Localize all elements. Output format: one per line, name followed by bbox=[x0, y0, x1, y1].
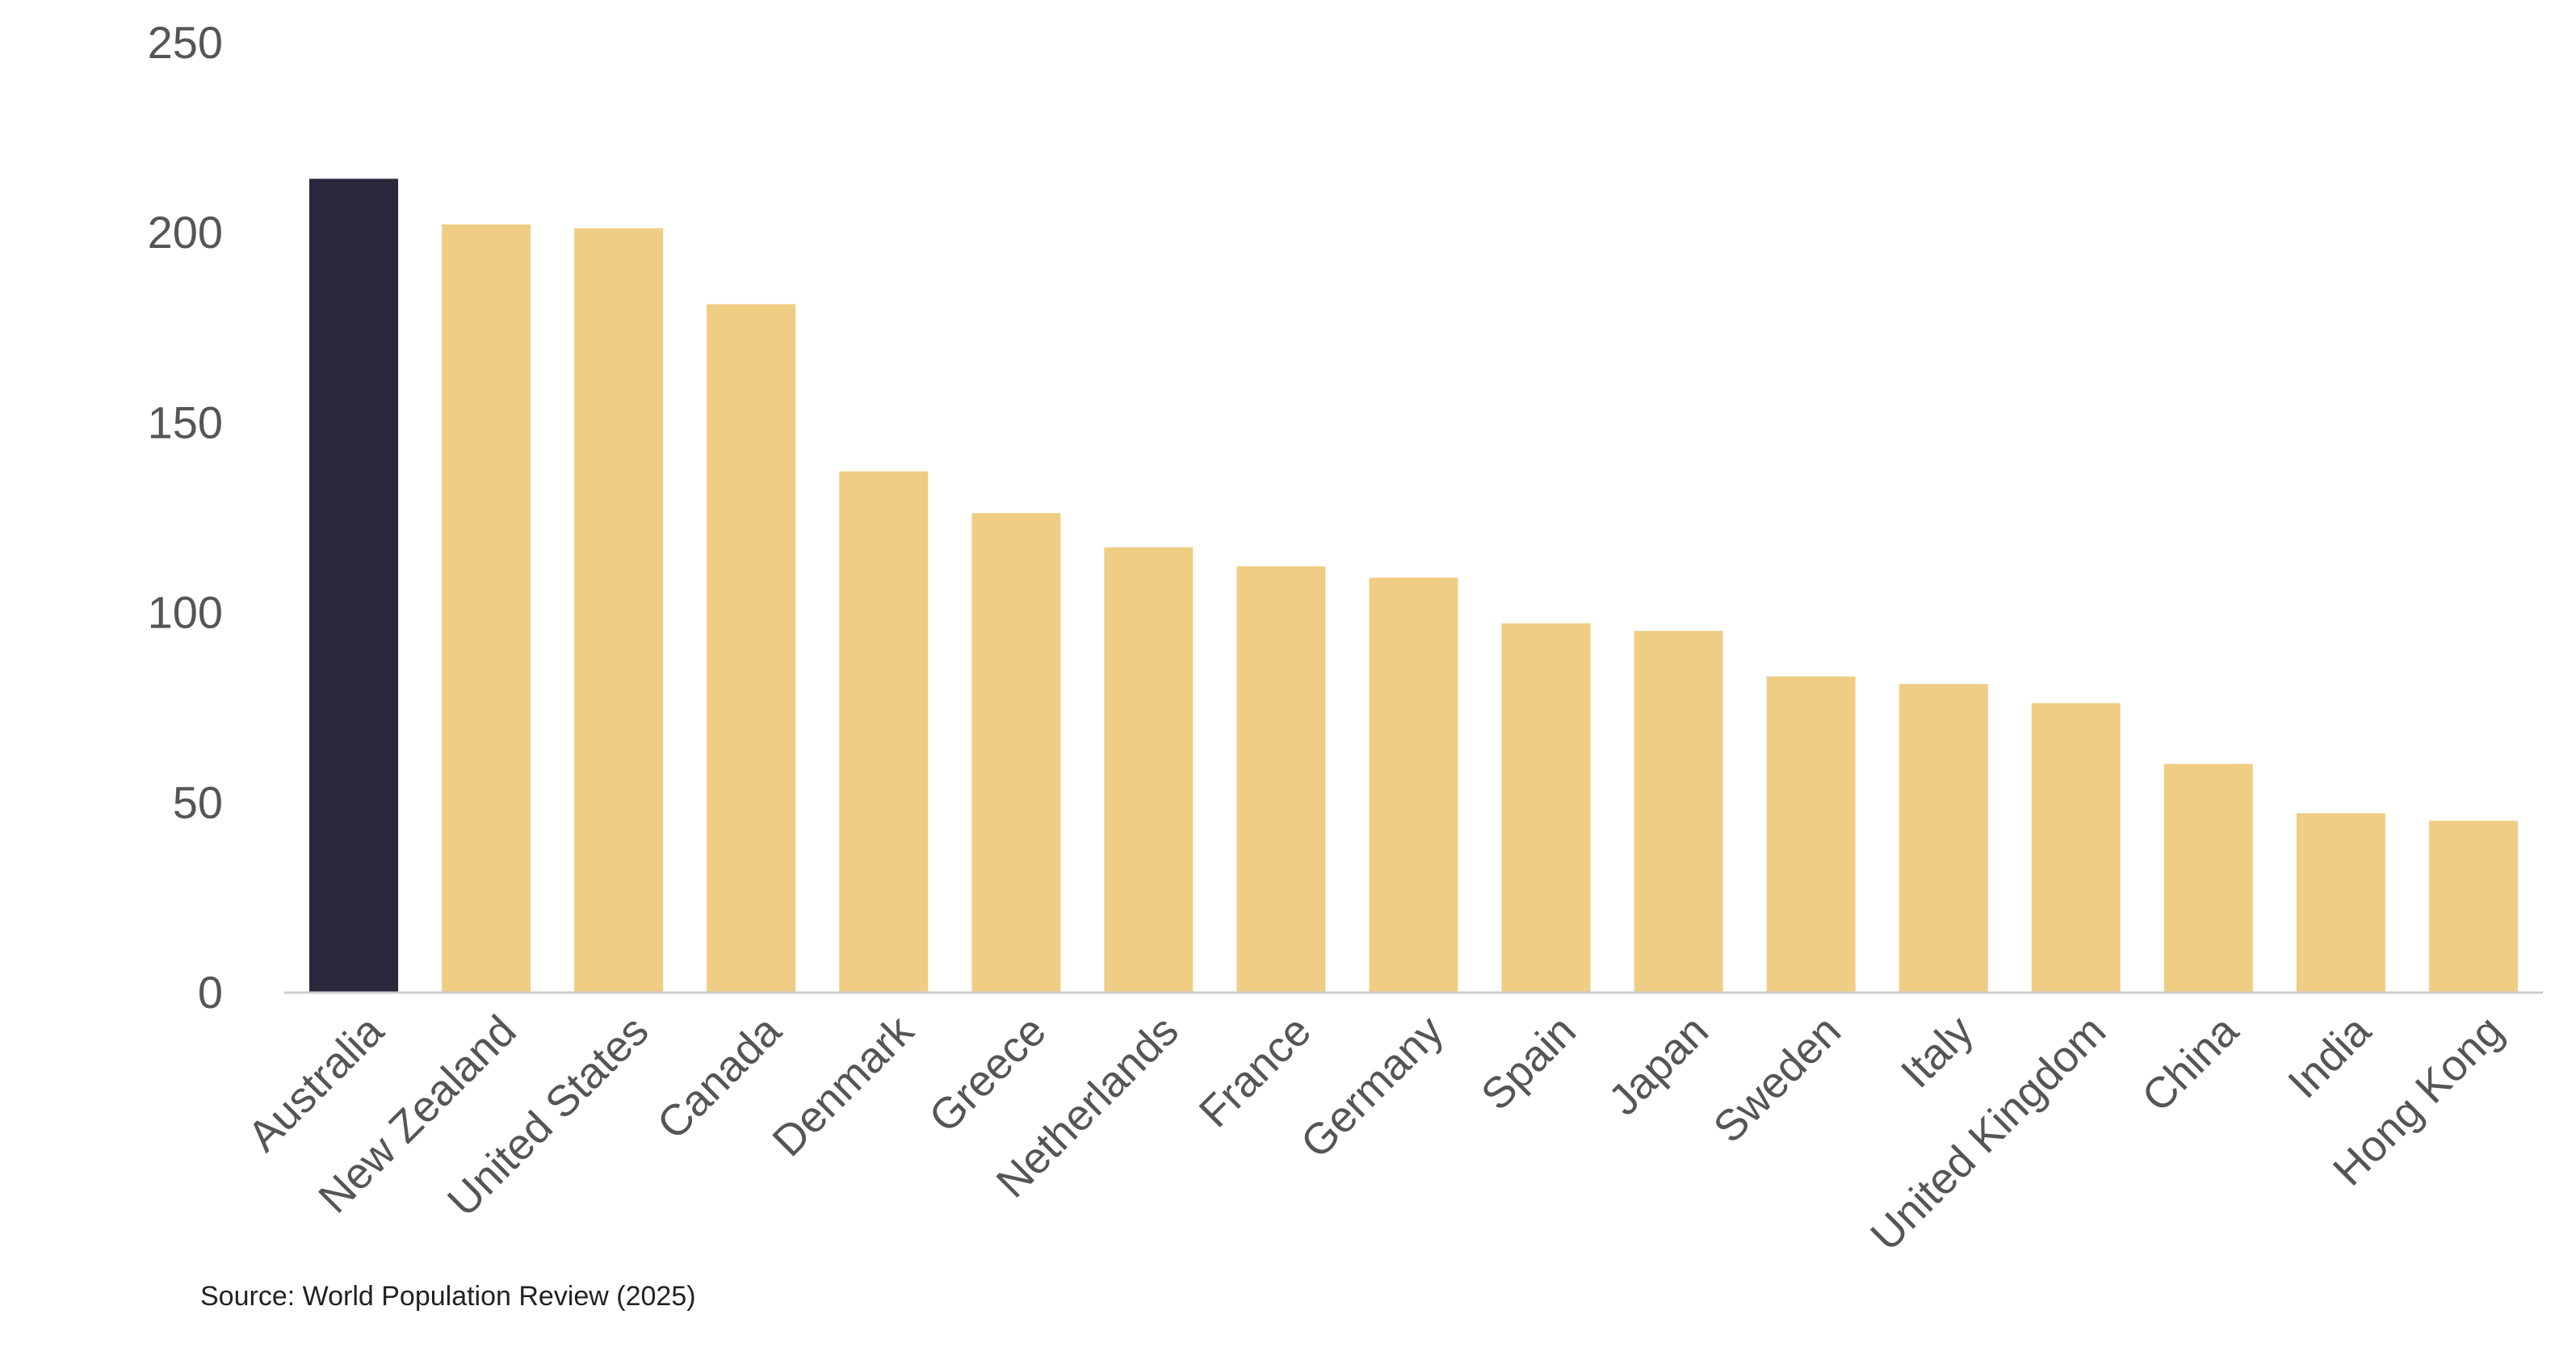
source-note: Source: World Population Review (2025) bbox=[200, 1281, 696, 1312]
x-tick-label: Germany bbox=[1292, 1006, 1453, 1167]
x-tick-label: Greece bbox=[920, 1006, 1055, 1142]
x-tick-label: China bbox=[2133, 1006, 2248, 1121]
y-tick-label: 50 bbox=[173, 777, 223, 828]
x-tick-label: Sweden bbox=[1705, 1006, 1850, 1152]
bars bbox=[309, 178, 2518, 993]
bar-france bbox=[1236, 566, 1326, 992]
y-tick-label: 250 bbox=[148, 17, 223, 68]
y-axis-ticks: 0 50 100 150 200 250 bbox=[148, 17, 223, 1018]
bar-new-zealand bbox=[442, 224, 531, 992]
x-tick-label: Italy bbox=[1892, 1006, 1982, 1097]
bar-united-kingdom bbox=[2031, 703, 2121, 992]
x-tick-label: Denmark bbox=[763, 1006, 923, 1165]
x-tick-label: India bbox=[2279, 1006, 2381, 1107]
bar-canada bbox=[707, 304, 796, 992]
x-tick-label: Spain bbox=[1472, 1006, 1585, 1119]
bar-greece bbox=[971, 513, 1061, 992]
bar-japan bbox=[1634, 631, 1723, 992]
bar-denmark bbox=[839, 471, 929, 992]
bar-china bbox=[2163, 763, 2253, 992]
x-tick-label: France bbox=[1190, 1006, 1320, 1136]
bar-spain bbox=[1501, 623, 1591, 992]
bar-united-states bbox=[574, 228, 664, 993]
bar-netherlands bbox=[1104, 547, 1194, 992]
x-tick-label: United Kingdom bbox=[1861, 1006, 2115, 1260]
bar-hong-kong bbox=[2428, 821, 2518, 992]
y-tick-label: 100 bbox=[148, 587, 223, 638]
y-tick-label: 0 bbox=[198, 967, 223, 1018]
bar-australia bbox=[309, 178, 399, 992]
y-tick-label: 200 bbox=[148, 207, 223, 258]
x-tick-label: Japan bbox=[1600, 1006, 1718, 1124]
bar-italy bbox=[1898, 683, 1988, 992]
bar-india bbox=[2296, 813, 2385, 992]
y-tick-label: 150 bbox=[148, 397, 223, 447]
bar-sweden bbox=[1766, 676, 1856, 992]
bar-germany bbox=[1369, 577, 1458, 992]
